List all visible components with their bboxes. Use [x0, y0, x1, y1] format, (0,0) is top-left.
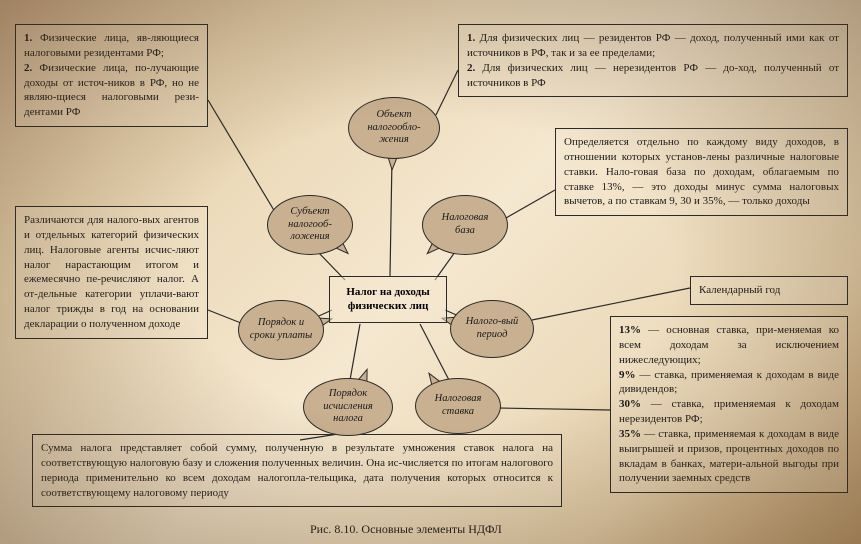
figure-caption: Рис. 8.10. Основные элементы НДФЛ — [310, 522, 502, 537]
bubble-order: Порядок и сроки уплаты — [238, 300, 324, 360]
bubble-label: Порядок и сроки уплаты — [247, 317, 315, 342]
bubble-object: Объект налогообло-жения — [348, 97, 440, 159]
bubble-label: Порядок исчисления налога — [312, 388, 384, 426]
center-label: Налог на доходы физических лиц — [346, 286, 429, 312]
tb-object: 1. Для физических лиц — резидентов РФ — … — [458, 24, 848, 97]
bubble-calc: Порядок исчисления налога — [303, 378, 393, 436]
center-node: Налог на доходы физических лиц — [329, 276, 447, 323]
bubble-rate: Налоговая ставка — [415, 378, 501, 434]
bubble-base: Налоговая база — [422, 195, 508, 255]
tb-base: Определяется отдельно по каждому виду до… — [555, 128, 848, 216]
bubble-period: Налого-вый период — [450, 300, 534, 358]
tb-subject: 1. Физические лица, яв-ляющиеся налоговы… — [15, 24, 208, 127]
bubble-label: Налоговая ставка — [424, 393, 492, 418]
tb-order: Различаются для налого-вых агентов и отд… — [15, 206, 208, 339]
tb-period: Календарный год — [690, 276, 848, 305]
bubble-label: Налоговая база — [431, 212, 499, 237]
bubble-label: Налого-вый период — [459, 316, 525, 341]
bubble-label: Субъект налогооб-ложения — [276, 206, 344, 244]
bubble-label: Объект налогообло-жения — [357, 109, 431, 147]
bubble-subject: Субъект налогооб-ложения — [267, 195, 353, 255]
tb-calc: Сумма налога представляет собой сумму, п… — [32, 434, 562, 507]
tb-rate: 13% — основная ставка, при-меняемая ко в… — [610, 316, 848, 493]
